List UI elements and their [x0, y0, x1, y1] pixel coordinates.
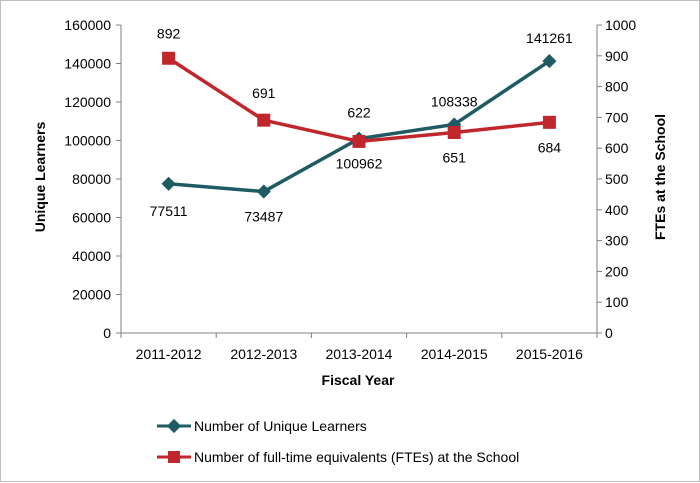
data-point-square [352, 134, 366, 148]
data-point-diamond [161, 176, 176, 191]
legend-label-ftes: Number of full-time equivalents (FTEs) a… [194, 449, 519, 465]
left-tick-label: 80000 [72, 171, 111, 187]
data-point-square [162, 51, 176, 65]
right-tick-label: 600 [605, 140, 629, 156]
legend-entry-unique-learners: Number of Unique Learners [157, 418, 367, 434]
y2-axis-title: FTEs at the School [652, 114, 668, 240]
left-tick-label: 0 [103, 325, 111, 341]
x-axis-title: Fiscal Year [322, 372, 395, 388]
series-group [161, 51, 557, 199]
right-tick-label: 900 [605, 48, 629, 64]
right-tick-label: 200 [605, 263, 629, 279]
right-tick-label: 1000 [605, 17, 636, 33]
data-label: 892 [157, 25, 181, 41]
left-tick-label: 60000 [72, 210, 111, 226]
data-label: 622 [347, 104, 371, 120]
legend-marker-square [168, 451, 180, 463]
x-tick-label: 2015-2016 [516, 346, 583, 362]
x-tick-label: 2014-2015 [421, 346, 488, 362]
right-tick-label: 100 [605, 294, 629, 310]
left-tick-label: 140000 [64, 56, 111, 72]
data-point-square [447, 125, 461, 139]
legend-marker-diamond [166, 418, 182, 434]
x-tick-label: 2011-2012 [136, 346, 202, 362]
right-tick-label: 400 [605, 202, 629, 218]
left-tick-label: 40000 [72, 248, 111, 264]
left-tick-label: 120000 [64, 94, 111, 110]
left-tick-label: 100000 [64, 133, 111, 149]
y-axis-title: Unique Learners [32, 122, 48, 233]
data-label: 73487 [244, 209, 283, 225]
data-label: 691 [252, 85, 276, 101]
right-axis-ticks: 0 100 200 300 400 500 600 700 800 900 1000 [597, 17, 636, 341]
legend-label-unique-learners: Number of Unique Learners [194, 418, 367, 434]
left-tick-label: 20000 [72, 287, 111, 303]
axes [120, 25, 598, 334]
x-axis-ticks: 2011-2012 2012-2013 2013-2014 2014-2015 2015… [120, 333, 598, 362]
left-axis-ticks: 0 20000 40000 60000 80000 100000 120000 140000 1… [64, 17, 121, 341]
data-point-square [542, 115, 556, 129]
right-tick-label: 300 [605, 233, 629, 249]
right-tick-label: 0 [605, 325, 613, 341]
right-tick-label: 800 [605, 79, 629, 95]
legend-entry-ftes: Number of full-time equivalents (FTEs) a… [157, 449, 519, 465]
data-label: 651 [443, 149, 467, 165]
right-tick-label: 700 [605, 109, 629, 125]
x-tick-label: 2013-2014 [326, 346, 393, 362]
data-point-square [257, 113, 271, 127]
data-point-diamond [542, 54, 557, 69]
series-line-0 [168, 59, 551, 194]
left-tick-label: 160000 [64, 17, 111, 33]
data-label: 141261 [526, 30, 573, 46]
data-label: 108338 [431, 93, 478, 109]
data-labels: 77511 73487 100962 108338 141261 892 691 622 651… [150, 25, 573, 224]
data-label: 684 [538, 139, 562, 155]
legend: Number of Unique Learners Number of full… [157, 418, 519, 465]
data-label: 100962 [336, 156, 383, 172]
x-tick-label: 2012-2013 [230, 346, 297, 362]
data-label: 77511 [150, 203, 188, 219]
data-point-diamond [256, 184, 271, 199]
right-tick-label: 500 [605, 171, 629, 187]
